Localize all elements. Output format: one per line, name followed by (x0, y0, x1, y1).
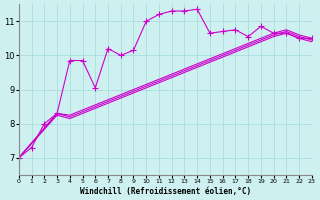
X-axis label: Windchill (Refroidissement éolien,°C): Windchill (Refroidissement éolien,°C) (80, 187, 251, 196)
